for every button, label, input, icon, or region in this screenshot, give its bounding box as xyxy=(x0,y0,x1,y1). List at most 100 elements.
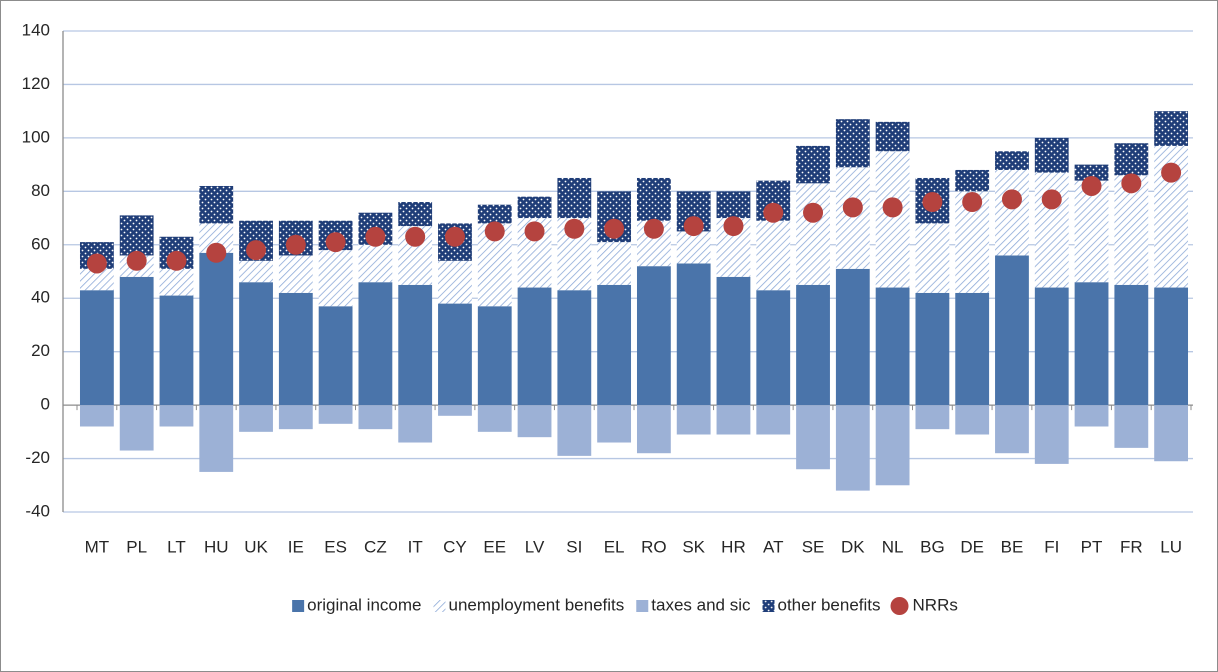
nrr-marker xyxy=(803,202,824,223)
x-tick-label: FR xyxy=(1120,537,1143,556)
bar-segment xyxy=(597,242,632,285)
bar-segment xyxy=(318,405,353,424)
bar-segment xyxy=(239,282,273,406)
bar-segment xyxy=(835,405,870,491)
bar-segment xyxy=(676,263,711,406)
y-tick-label: -20 xyxy=(25,448,50,467)
bar-segment xyxy=(875,287,910,406)
bar-segment xyxy=(79,290,114,406)
legend-swatch xyxy=(890,597,909,615)
legend-item: NRRs xyxy=(890,595,958,615)
bar-segment xyxy=(1154,111,1189,146)
legend-swatch xyxy=(636,600,649,612)
bar-segment xyxy=(995,405,1029,454)
y-tick-label: 80 xyxy=(31,181,50,200)
bar-segment xyxy=(278,405,313,430)
bar-segment xyxy=(199,185,234,224)
y-tick-label: 100 xyxy=(22,127,50,146)
x-tick-label: LU xyxy=(1160,537,1182,556)
bar-segment xyxy=(676,231,711,264)
x-tick-label: EL xyxy=(604,537,625,556)
bar-segment xyxy=(438,303,472,406)
x-tick-label: FI xyxy=(1044,537,1059,556)
bar-segment xyxy=(835,268,870,406)
legend-item: unemployment benefits xyxy=(433,595,624,614)
bar-segment xyxy=(955,292,990,406)
legend-label: other benefits xyxy=(778,595,881,614)
x-tick-label: NL xyxy=(882,537,904,556)
nrr-marker xyxy=(723,216,744,237)
bar-segment xyxy=(835,167,870,269)
y-tick-label: 20 xyxy=(31,341,50,360)
x-tick-label: BE xyxy=(1001,537,1024,556)
y-tick-label: 40 xyxy=(31,288,50,307)
bar-segment xyxy=(398,202,433,227)
y-tick-label: -40 xyxy=(25,501,50,520)
bar-segment xyxy=(318,306,353,406)
nrr-marker xyxy=(962,192,983,213)
bar-segment xyxy=(159,295,194,406)
bar-segment xyxy=(716,276,751,406)
bar-segment xyxy=(517,405,552,438)
nrr-marker xyxy=(604,218,625,239)
x-tick-label: IT xyxy=(408,537,423,556)
bar-segment xyxy=(278,292,313,406)
bar-segment xyxy=(79,268,114,291)
bar-segment xyxy=(557,405,592,456)
bar-segment xyxy=(1114,175,1149,285)
nrr-marker xyxy=(763,202,784,223)
bar-segment xyxy=(756,405,791,435)
legend-item: original income xyxy=(292,595,421,614)
bar-segment xyxy=(358,282,393,406)
nrr-marker xyxy=(882,197,903,218)
nrr-marker xyxy=(1081,175,1102,196)
bar-segment xyxy=(318,250,353,307)
bar-segment xyxy=(159,405,194,427)
bar-segment xyxy=(915,292,950,406)
bar-segment xyxy=(557,177,592,219)
bar-segment xyxy=(199,252,234,406)
bar-segment xyxy=(358,405,393,430)
bar-segment xyxy=(438,260,472,304)
nrr-marker xyxy=(524,221,545,242)
bar-segment xyxy=(1074,405,1109,427)
bar-segment xyxy=(1074,282,1109,406)
y-tick-label: 140 xyxy=(22,20,50,39)
bar-segment xyxy=(1114,405,1149,448)
bar-segment xyxy=(1034,405,1069,464)
nrr-marker xyxy=(325,232,346,253)
nrr-marker xyxy=(1041,189,1062,210)
bar-segment xyxy=(716,191,751,219)
x-tick-label: LV xyxy=(525,537,545,556)
bar-segment xyxy=(796,145,830,184)
bar-segment xyxy=(1074,180,1109,283)
bar-segment xyxy=(79,405,114,427)
x-tick-label: SE xyxy=(802,537,825,556)
x-tick-label: IE xyxy=(288,537,304,556)
legend-swatch xyxy=(762,600,775,612)
bar-segment xyxy=(119,405,154,451)
x-tick-label: HU xyxy=(204,537,229,556)
x-tick-label: EE xyxy=(483,537,506,556)
bar-segment xyxy=(955,169,990,192)
nrr-marker xyxy=(922,192,943,213)
nrr-marker xyxy=(484,221,505,242)
nrr-marker xyxy=(683,216,704,237)
bar-segment xyxy=(716,405,751,435)
nrr-marker xyxy=(444,226,465,247)
bar-segment xyxy=(756,290,791,406)
x-tick-label: DE xyxy=(960,537,984,556)
x-tick-label: ES xyxy=(324,537,347,556)
bar-segment xyxy=(796,284,830,406)
bar-segment xyxy=(875,405,910,486)
bar-segment xyxy=(477,204,512,224)
bar-segment xyxy=(995,169,1029,256)
x-tick-label: UK xyxy=(244,537,268,556)
bar-segment xyxy=(1154,405,1189,462)
bar-segment xyxy=(875,151,910,288)
bar-segment xyxy=(1114,143,1149,176)
bar-segment xyxy=(1074,164,1109,181)
bar-segment xyxy=(597,405,632,443)
nrr-marker xyxy=(1121,173,1142,194)
